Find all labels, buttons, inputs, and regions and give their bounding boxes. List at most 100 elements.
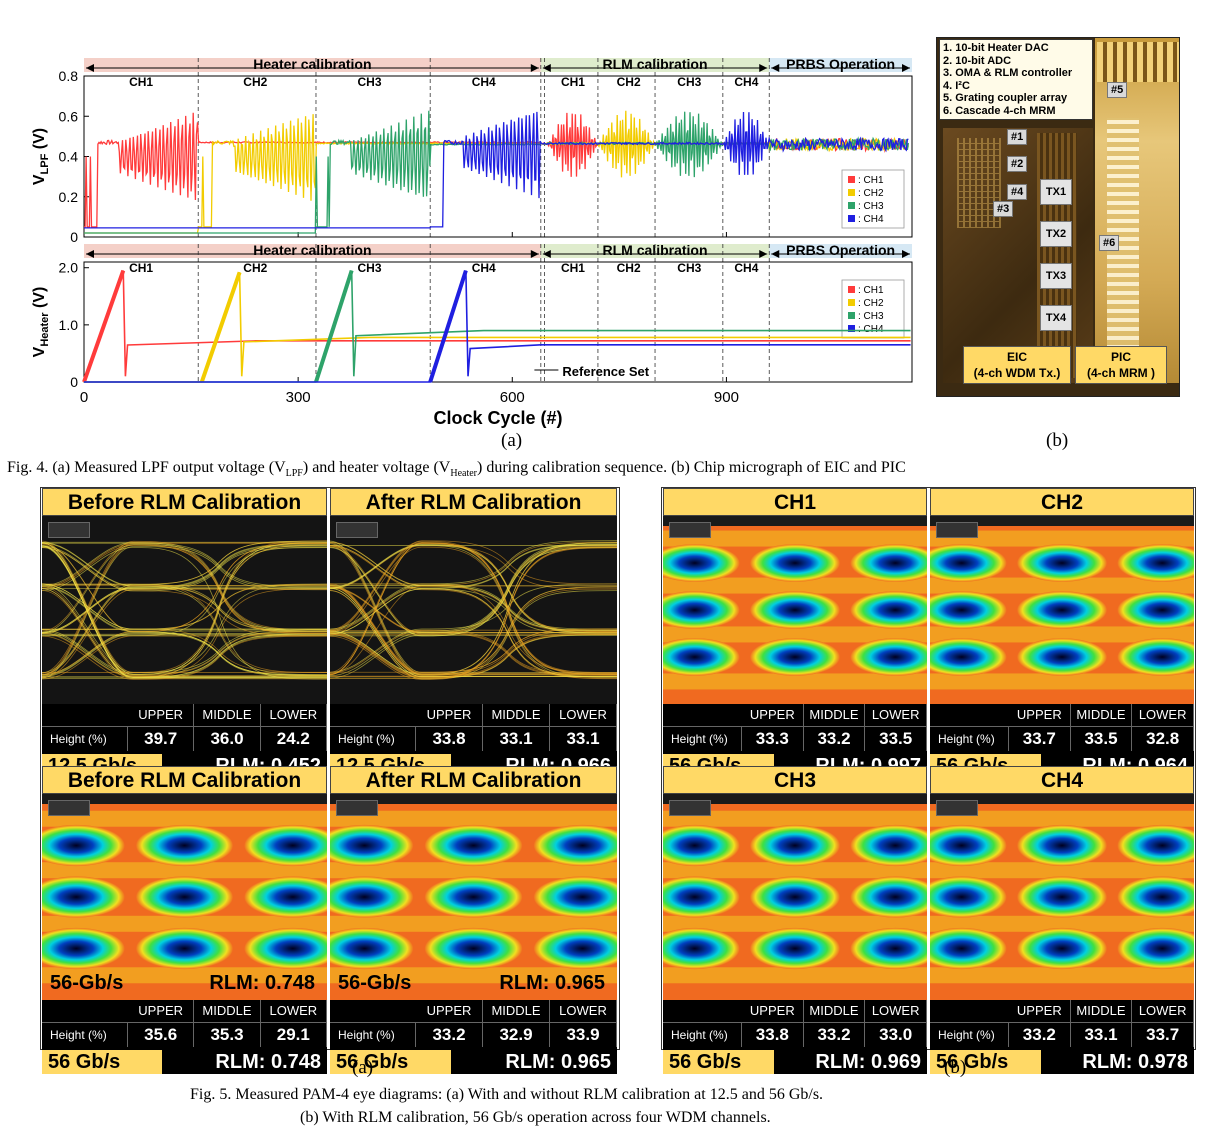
eye-trace [42, 543, 327, 633]
row-label: Height (%) [330, 1023, 416, 1047]
table-header-row: UPPER MIDDLE LOWER [663, 704, 927, 726]
row-label: Height (%) [663, 727, 742, 751]
column-header: MIDDLE [483, 704, 550, 726]
y-label-main: V [31, 346, 48, 357]
eye-opening [1117, 591, 1194, 629]
plot-frame [83, 75, 913, 238]
fig4-caption-part: ) during calibration sequence. (b) Chip … [477, 459, 906, 476]
vheater-ramp [428, 269, 468, 383]
channel-label: CH4 [734, 261, 758, 275]
height-value: 33.9 [550, 1023, 617, 1047]
eye-trace [330, 587, 617, 678]
channel-label: CH2 [243, 75, 267, 89]
level-band [930, 967, 1194, 984]
y-label-sub: Heater [39, 312, 51, 347]
eye-diagram-svg [663, 516, 927, 704]
rlm-value: RLM: 0.965 [451, 1050, 617, 1074]
eic-title: EIC [1006, 350, 1027, 364]
eye-diagram [330, 516, 617, 704]
eye-panel-title: Before RLM Calibration [42, 488, 327, 516]
table-header-row: UPPER MIDDLE LOWER [330, 1000, 617, 1022]
eye-opening [1017, 927, 1107, 970]
arrow-head [86, 250, 94, 258]
row-label: Height (%) [330, 727, 416, 751]
arrow-head [771, 64, 780, 72]
y-tick-label: 0.4 [59, 149, 79, 165]
fig5-caption-line2: (b) With RLM calibration, 56 Gb/s operat… [300, 1109, 771, 1126]
level-band [663, 673, 927, 690]
column-header: UPPER [128, 1000, 195, 1022]
channel-label: CH3 [358, 75, 382, 89]
eye-opening [330, 824, 414, 867]
legend-entry: : CH4 [858, 214, 884, 225]
legend-entry: : CH2 [858, 298, 884, 309]
chip-tx-label: TX3 [1040, 263, 1072, 289]
eye-opening [750, 544, 840, 582]
chip-tx-label: TX4 [1040, 305, 1072, 331]
height-value: 36.0 [194, 727, 261, 751]
eye-top-margin [42, 794, 327, 804]
fig4-caption-part: Fig. 4. (a) Measured LPF output voltage … [7, 459, 286, 476]
phase-label: Heater calibration [253, 242, 371, 258]
phase-label: Heater calibration [253, 56, 371, 72]
legend-entry: : CH3 [858, 201, 884, 212]
eye-opening [533, 876, 617, 918]
row-label: Height (%) [930, 727, 1009, 751]
eye-opening [663, 824, 740, 867]
chip-block-label: #5 [1107, 82, 1128, 98]
eye-opening [850, 544, 927, 582]
eye-opening [663, 544, 740, 582]
level-band [663, 915, 927, 932]
column-header: UPPER [1009, 1000, 1071, 1022]
chip-legend-item: 5. Grating coupler array [943, 92, 1068, 104]
eye-trace [330, 544, 617, 589]
eye-opening [750, 927, 840, 970]
legend-swatch [848, 312, 855, 319]
vheater-ramp [199, 271, 242, 383]
chip-legend-item: 1. 10-bit Heater DAC [943, 42, 1049, 54]
chip-block-label: #3 [993, 201, 1014, 217]
eye-opening [1117, 927, 1194, 970]
eye-opening [850, 876, 927, 918]
column-header: UPPER [416, 704, 483, 726]
eye-trace [42, 547, 327, 680]
level-band [930, 577, 1194, 594]
channel-label: CH4 [472, 75, 496, 89]
eye-trace [330, 588, 617, 678]
eye-trace [330, 547, 617, 680]
data-rate-label: 56 Gb/s [930, 1050, 1041, 1074]
eye-opening [136, 927, 233, 970]
eic-subtitle: (4-ch WDM Tx.) [973, 366, 1061, 380]
eye-trace [42, 545, 327, 678]
legend-swatch [848, 286, 855, 293]
channel-label: CH3 [677, 75, 701, 89]
eye-opening [1017, 544, 1107, 582]
arrow-head [771, 250, 780, 258]
eye-height-table: UPPER MIDDLE LOWER Height (%) 33.7 33.5 32.8 [930, 704, 1194, 754]
eye-opening [930, 591, 1007, 629]
chip-block-label: #6 [1099, 235, 1120, 251]
height-value: 33.0 [865, 1023, 927, 1047]
data-rate-label: 56 Gb/s [663, 1050, 774, 1074]
x-tick-label: 300 [286, 389, 311, 406]
eye-opening [1117, 638, 1194, 676]
eye-diagram [663, 794, 927, 1000]
eye-panel-title: CH2 [930, 488, 1194, 516]
table-divider [330, 1022, 617, 1023]
y-tick-label: 0.6 [59, 108, 79, 124]
eye-panel-title: After RLM Calibration [330, 488, 617, 516]
eye-opening [663, 927, 740, 970]
y-label-sub: LPF [39, 153, 51, 174]
eye-height-table: UPPER MIDDLE LOWER Height (%) 33.2 33.1 33.7 [930, 1000, 1194, 1050]
level-band [330, 915, 617, 932]
y-tick-label: 2.0 [59, 260, 79, 276]
scope-stamp [336, 800, 378, 816]
eic-label: EIC (4-ch WDM Tx.) [963, 346, 1071, 384]
phase-label: PRBS Operation [786, 56, 895, 72]
eye-trace [330, 542, 617, 632]
level-band [663, 810, 927, 827]
eye-overlay-rlm: RLM: 0.965 [499, 972, 605, 994]
height-value: 24.2 [261, 727, 327, 751]
row-label: Height (%) [42, 1023, 128, 1047]
table-divider [930, 1022, 1194, 1023]
